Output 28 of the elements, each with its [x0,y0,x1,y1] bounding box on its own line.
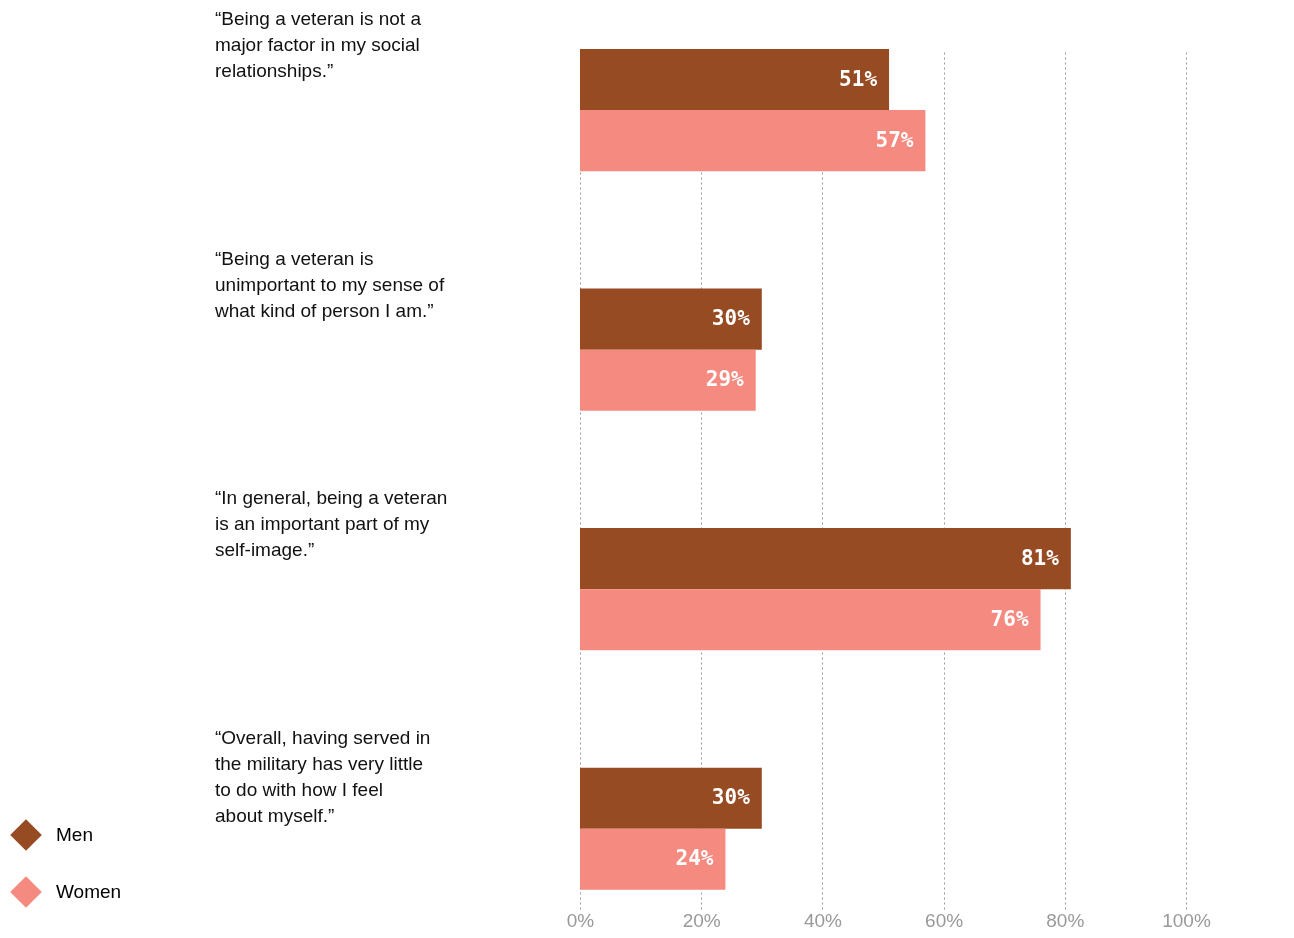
y-tick-label: “Being a veteran is not a major factor in my social relationships.” [215,8,422,82]
bar [580,828,726,890]
x-tick-label: 0% [566,909,595,931]
data-label: 30% [711,785,751,810]
x-tick-label: 80% [1046,909,1085,931]
y-tick-label: “In general, being a veteran is an important part of my self-image.” [215,487,448,561]
x-tick-label: 40% [803,909,843,931]
data-label: 81% [1020,545,1060,570]
y-tick-label: “Overall, having served in the military has very little to do with how I feel about myself.” [215,726,431,826]
x-tick-label: 60% [925,909,964,931]
bar [580,589,1041,651]
x-tick-label: 100% [1162,909,1211,931]
data-label: 29% [705,367,745,392]
bar [580,49,890,111]
data-label: 57% [875,127,914,152]
bar [580,349,756,411]
bar [580,110,926,172]
y-tick-label: “Being a veteran is unimportant to my sense of what kind of person I am.” [214,247,445,321]
legend-label: Women [56,881,122,902]
legend-label: Men [56,824,93,845]
data-label: 30% [711,306,751,331]
data-label: 24% [675,846,714,871]
bar [580,528,1071,590]
bar [580,288,762,350]
bar [580,767,762,829]
data-label: 51% [839,66,878,91]
x-tick-label: 20% [682,909,721,931]
data-label: 76% [990,606,1029,631]
